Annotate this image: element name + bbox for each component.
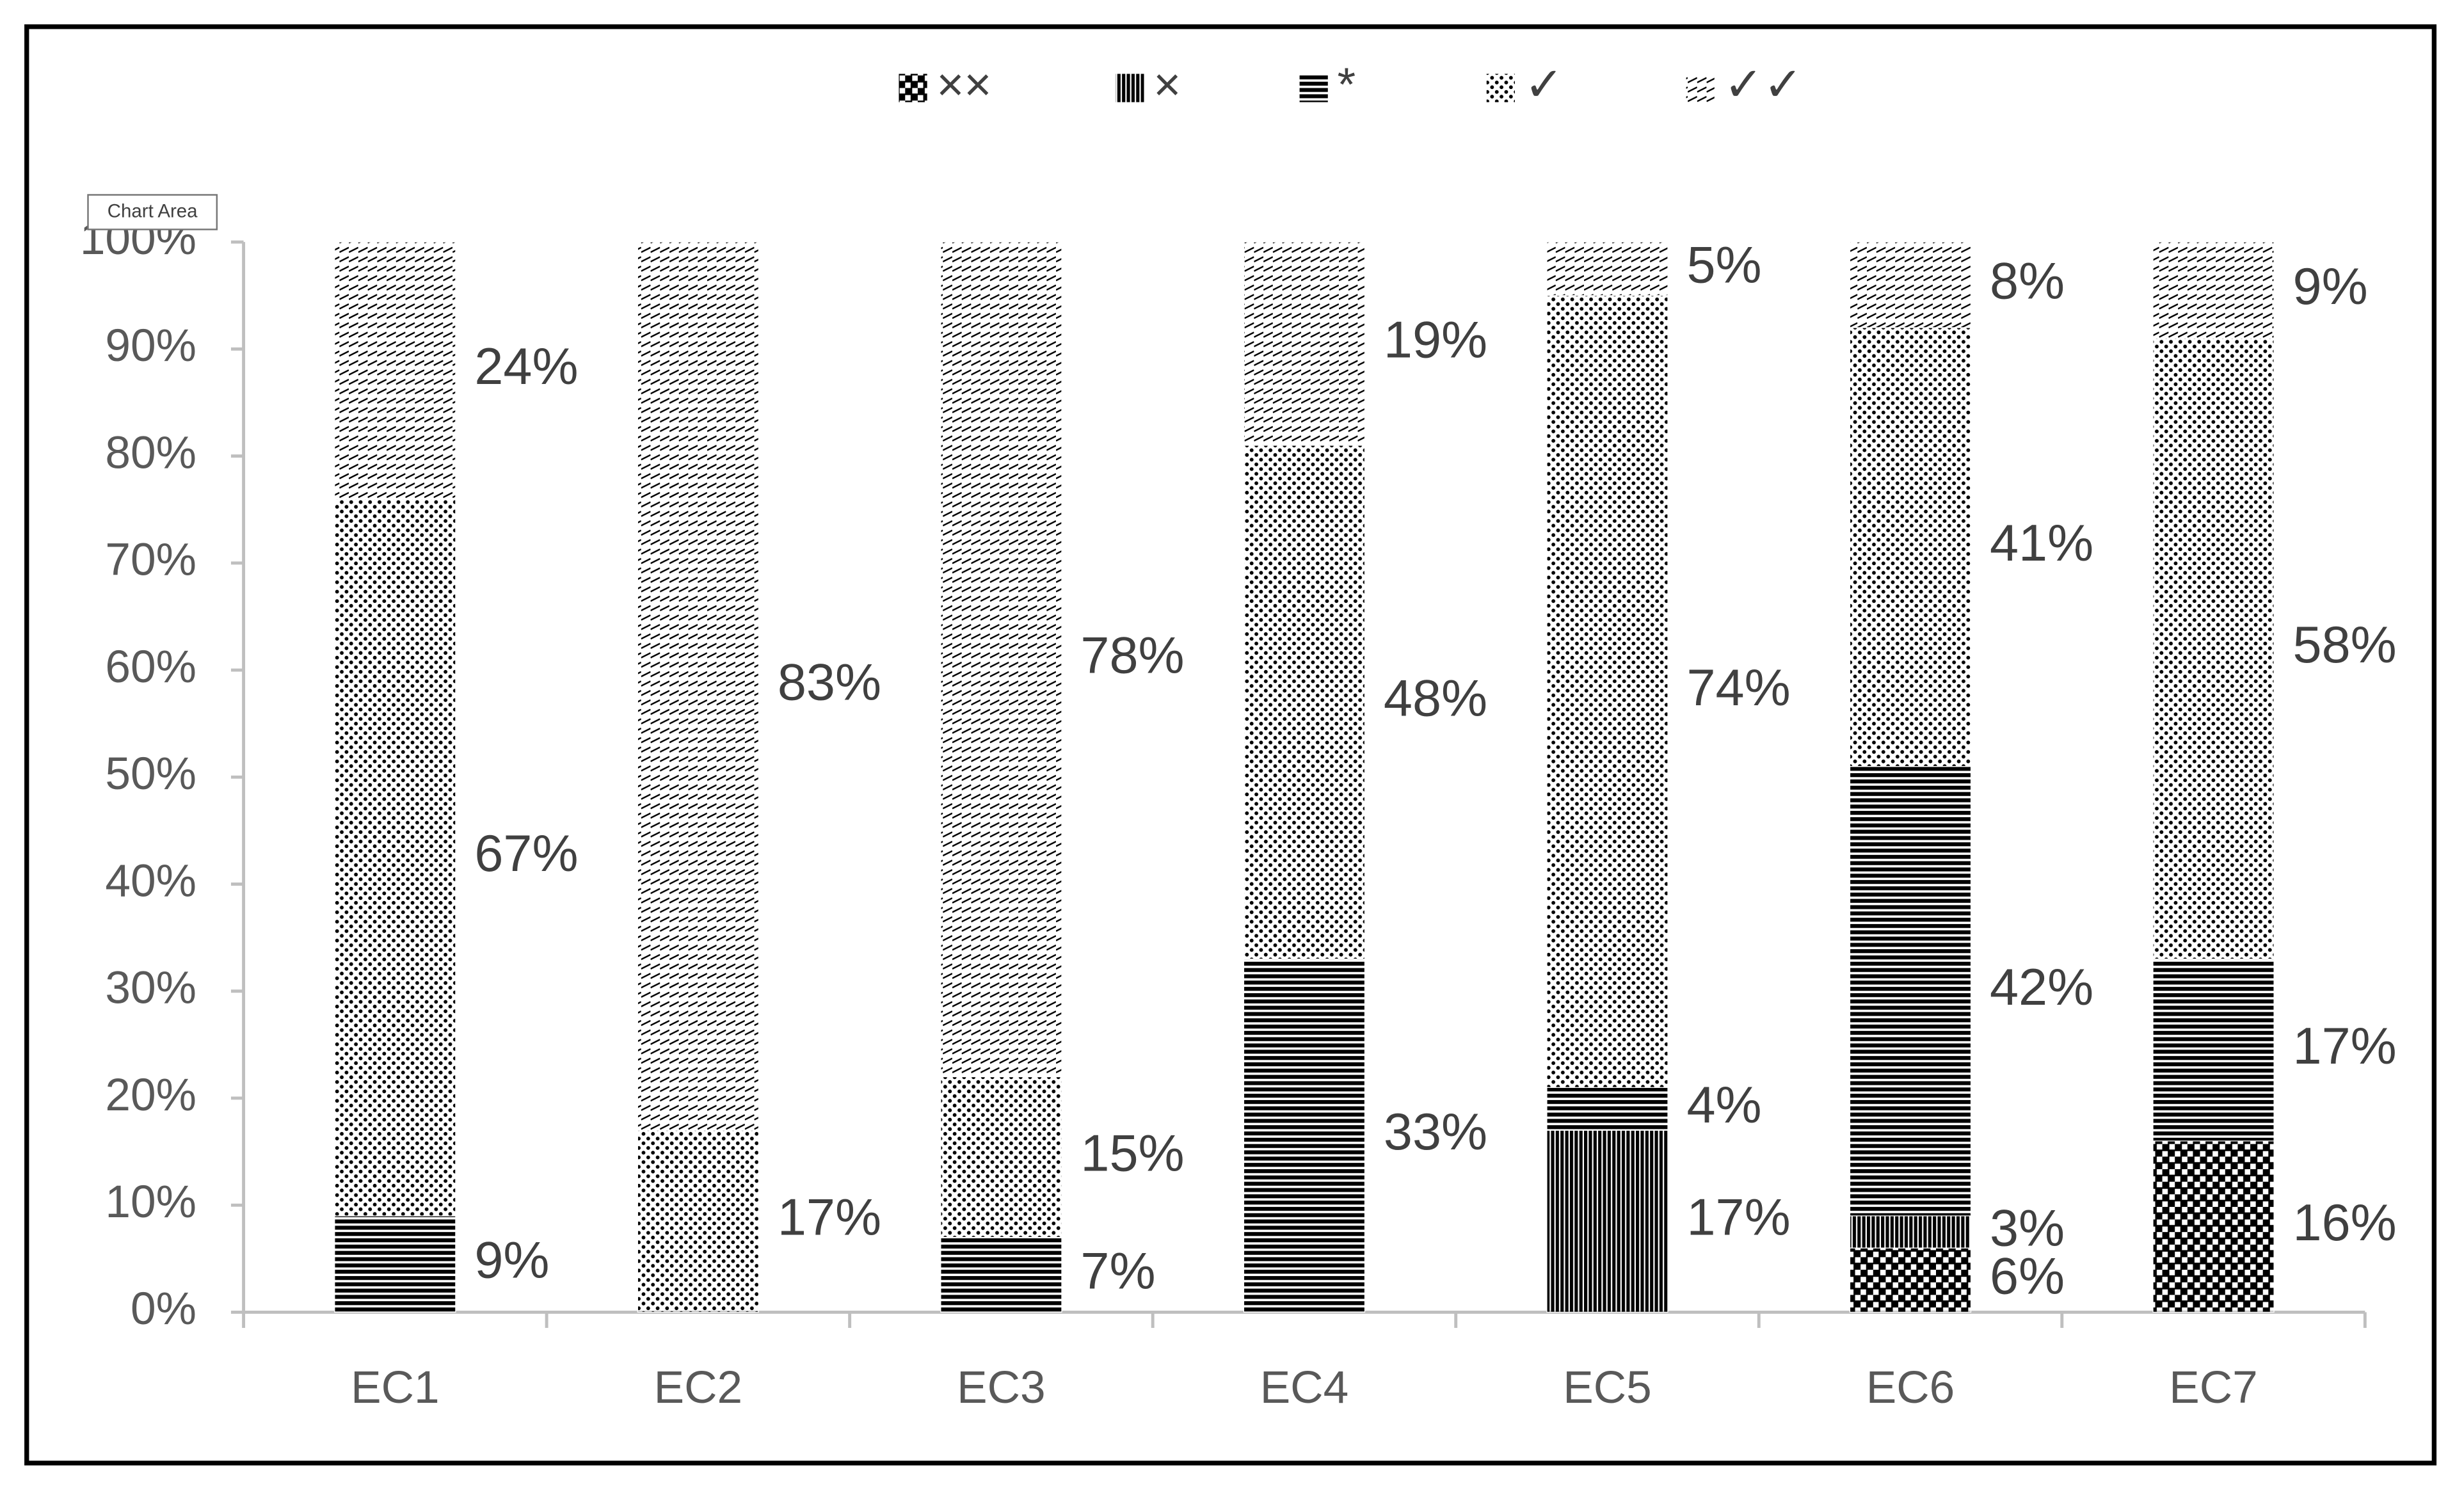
data-label: 9% [474,1232,549,1290]
x-tick-label: EC1 [351,1362,439,1413]
y-tick-label: 90% [105,321,196,371]
y-tick-label: 50% [105,749,196,799]
legend-swatch [1299,74,1328,102]
y-tick-label: 80% [105,427,196,478]
y-tick-label: 0% [131,1284,196,1334]
bar-segment [1546,241,1668,296]
data-label: 19% [1384,311,1487,369]
bar-segment [1546,1087,1668,1131]
y-tick-label: 10% [105,1177,196,1227]
x-tick-label: EC6 [1866,1362,1955,1413]
y-tick-label: 30% [105,963,196,1014]
bar-segment [1546,295,1668,1088]
tooltip: Chart Area [87,194,218,230]
data-label: 48% [1384,670,1487,728]
data-label: 17% [778,1189,881,1247]
bar-segment [2152,1140,2275,1313]
data-label: 74% [1686,659,1790,717]
tooltip-box [87,194,218,230]
data-label: 42% [1990,959,2093,1016]
bar-segment [1243,241,1366,446]
data-label: 58% [2293,616,2397,674]
x-tick-label: EC5 [1563,1362,1651,1413]
bar-segment [1546,1130,1668,1313]
data-label: 15% [1080,1124,1184,1182]
data-label: 16% [2293,1194,2397,1252]
data-label: 83% [778,654,881,712]
bar-segment [2152,958,2275,1142]
data-label: 24% [474,338,578,395]
bar-segment [1849,765,1972,1217]
data-label: 4% [1686,1076,1761,1134]
bar-segment [334,498,456,1217]
y-tick-label: 60% [105,642,196,692]
legend-swatch [1486,74,1515,102]
bar-segment [940,1236,1062,1313]
legend-label: × [1153,58,1181,111]
x-tick-label: EC4 [1260,1362,1348,1413]
bar-segment [2152,338,2275,960]
data-label: 78% [1080,627,1184,685]
y-tick-label: 20% [105,1070,196,1121]
bar-segment [1243,445,1366,960]
bar-segment [940,1076,1062,1238]
bar-segment [334,241,456,500]
bar-segment [1849,327,1972,767]
bar-segment [940,241,1062,1078]
data-label: 8% [1990,252,2065,310]
legend-swatch [1686,74,1715,102]
bar-segment [1849,1215,1972,1249]
legend-label: ×× [936,58,991,111]
y-tick-label: 70% [105,535,196,586]
data-label: 9% [2293,258,2368,316]
bar-segment [1849,241,1972,328]
y-tick-label: 40% [105,856,196,906]
bar-segment [334,1215,456,1313]
legend-swatch [899,74,927,102]
bar-segment [1243,958,1366,1313]
bar-segment [2152,241,2275,339]
x-tick-label: EC3 [957,1362,1045,1413]
legend-label: ✓✓ [1724,58,1803,111]
data-label: 41% [1990,515,2093,572]
bar-segment [1849,1247,1972,1313]
data-label: 3% [1990,1199,2065,1257]
data-label: 17% [1686,1189,1790,1247]
x-tick-label: EC2 [654,1362,742,1413]
data-label: 67% [474,825,578,883]
bar-segment [637,1130,760,1313]
bar-segment [637,241,760,1131]
data-label: 33% [1384,1103,1487,1161]
tooltip-text: Chart Area [108,200,198,221]
data-label: 5% [1686,236,1761,294]
legend-label: * [1338,58,1356,111]
data-label: 17% [2293,1018,2397,1075]
data-label: 7% [1080,1242,1155,1300]
x-tick-label: EC7 [2169,1362,2257,1413]
data-label: 6% [1990,1248,2065,1306]
legend-label: ✓ [1524,58,1564,111]
legend-swatch [1116,74,1144,102]
